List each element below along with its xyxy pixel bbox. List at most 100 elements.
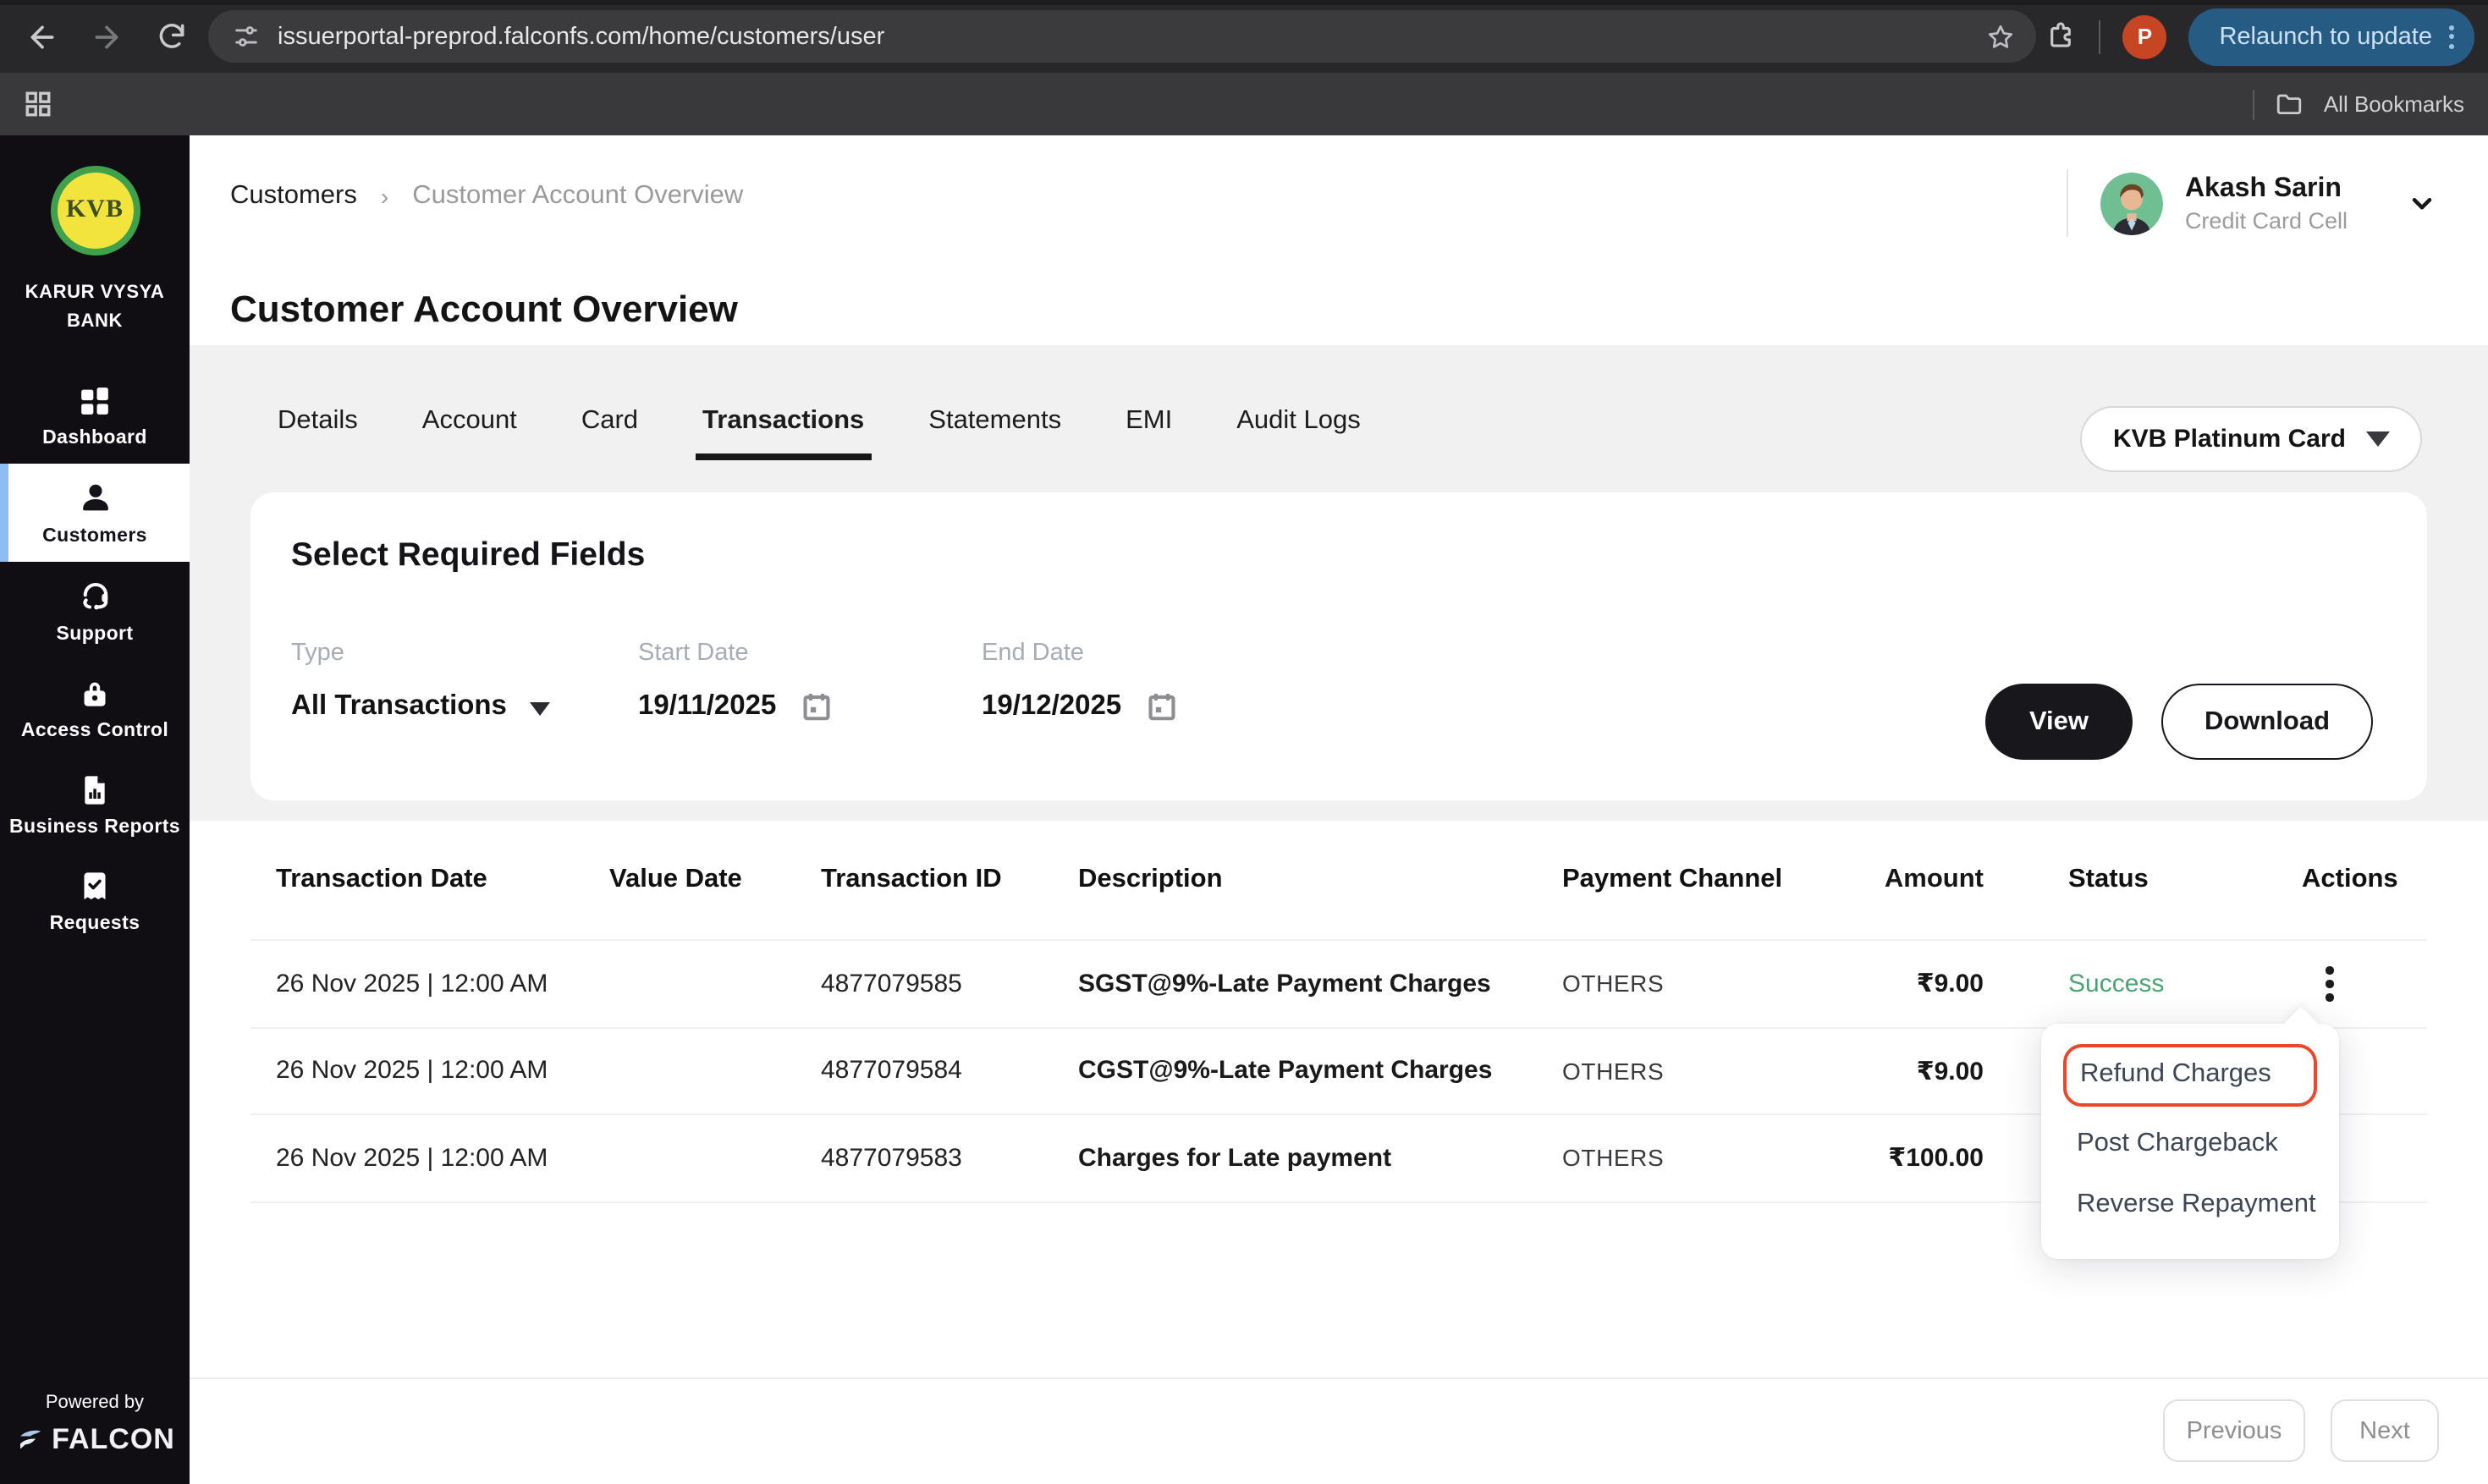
breadcrumb-chevron-icon: › (380, 183, 389, 210)
address-bar[interactable]: issuerportal-preprod.falconfs.com/home/c… (208, 10, 2036, 63)
user-menu[interactable]: Akash Sarin Credit Card Cell (2066, 169, 2437, 237)
cell-amount: ₹100.00 (1888, 1144, 1984, 1173)
main-content: Customers › Customer Account Overview Ak… (190, 135, 2488, 1484)
chrome-divider (2099, 19, 2101, 53)
filter-title: Select Required Fields (291, 536, 646, 574)
dashboard-icon (81, 387, 108, 415)
sidebar-item-customers[interactable]: Customers (0, 464, 190, 563)
bookmark-star-icon[interactable] (1985, 21, 2016, 52)
row-actions-menu: Refund Charges Post Chargeback Reverse R… (2041, 1006, 2339, 1259)
table-row: 26 Nov 2025 | 12:00 AM 4877079585 SGST@9… (250, 941, 2427, 1028)
browser-toolbar: issuerportal-preprod.falconfs.com/home/c… (0, 0, 2488, 73)
cell-payment-channel: OTHERS (1562, 970, 1665, 998)
requests-icon (84, 872, 106, 900)
download-button[interactable]: Download (2161, 684, 2373, 760)
col-amount: Amount (1884, 865, 1984, 893)
breadcrumb: Customers › Customer Account Overview (230, 181, 743, 212)
sidebar-item-label: Access Control (20, 721, 169, 742)
sidebar: KVB KARUR VYSYA BANK Dashboard Customers… (0, 135, 190, 1484)
sidebar-item-label: Support (56, 624, 134, 646)
type-label: Type (291, 640, 344, 667)
url-text: issuerportal-preprod.falconfs.com/home/c… (278, 23, 885, 50)
type-value: All Transactions (291, 690, 507, 721)
next-button[interactable]: Next (2331, 1399, 2439, 1462)
end-date-input[interactable]: 19/12/2025 (982, 690, 1325, 723)
business-reports-icon (85, 776, 105, 805)
tab-details[interactable]: Details (278, 406, 358, 435)
start-date-field: Start Date 19/11/2025 (638, 640, 982, 723)
col-transaction-date: Transaction Date (276, 865, 487, 893)
page-header: Customers › Customer Account Overview Ak… (190, 135, 2488, 345)
browser-profile-avatar[interactable]: P (2122, 14, 2167, 58)
calendar-icon[interactable] (800, 690, 832, 723)
bank-logo-initials: KVB (65, 196, 124, 223)
cell-description: Charges for Late payment (1078, 1143, 1392, 1173)
cell-transaction-id: 4877079583 (821, 1143, 962, 1173)
cell-description: SGST@9%-Late Payment Charges (1078, 969, 1491, 998)
cell-status: Success (2068, 969, 2165, 998)
tab-bar: Details Account Card Transactions Statem… (190, 345, 2488, 460)
sidebar-item-business-reports[interactable]: Business Reports (0, 756, 190, 853)
col-description: Description (1078, 865, 1223, 893)
bank-logo: KVB (50, 166, 140, 256)
bookmarks-divider (2252, 89, 2254, 119)
content-band: Details Account Card Transactions Statem… (190, 345, 2488, 821)
dropdown-arrow-icon (530, 701, 551, 715)
tab-emi[interactable]: EMI (1126, 406, 1173, 435)
all-bookmarks-label[interactable]: All Bookmarks (2323, 91, 2464, 117)
type-dropdown[interactable]: All Transactions (291, 690, 638, 723)
menu-item-post-chargeback[interactable]: Post Chargeback (2077, 1129, 2278, 1157)
reload-button[interactable] (142, 8, 200, 65)
tab-audit-logs[interactable]: Audit Logs (1236, 406, 1361, 435)
card-selector-value: KVB Platinum Card (2112, 425, 2346, 453)
cell-payment-channel: OTHERS (1562, 1144, 1665, 1172)
relaunch-label: Relaunch to update (2219, 23, 2432, 50)
sidebar-item-dashboard[interactable]: Dashboard (0, 367, 190, 464)
card-selector-dropdown[interactable]: KVB Platinum Card (2080, 406, 2422, 472)
sidebar-item-access-control[interactable]: Access Control (0, 660, 190, 756)
table-row: 26 Nov 2025 | 12:00 AM 4877079583 Charge… (250, 1115, 2427, 1202)
end-date-field: End Date 19/12/2025 (982, 640, 1325, 723)
previous-button[interactable]: Previous (2163, 1399, 2305, 1462)
sidebar-item-requests[interactable]: Requests (0, 853, 190, 949)
relaunch-button[interactable]: Relaunch to update (2188, 8, 2474, 65)
tab-statements[interactable]: Statements (928, 406, 1062, 435)
page-title: Customer Account Overview (230, 288, 738, 330)
tab-account[interactable]: Account (421, 406, 517, 435)
back-icon (30, 25, 54, 48)
powered-by-label: Powered by (45, 1393, 145, 1413)
user-name: Akash Sarin (2184, 173, 2342, 202)
dropdown-arrow-icon (2366, 431, 2390, 447)
falcon-logo-icon (19, 1430, 41, 1449)
back-button[interactable] (14, 8, 71, 65)
filter-card: Select Required Fields Type All Transact… (250, 492, 2427, 800)
forward-icon (95, 25, 118, 48)
tab-card[interactable]: Card (581, 406, 639, 435)
chevron-down-icon[interactable] (2407, 188, 2437, 218)
sidebar-item-label: Customers (42, 526, 147, 547)
extensions-icon[interactable] (2045, 20, 2077, 52)
row-actions-kebab-icon[interactable] (2319, 959, 2340, 1008)
apps-grid-icon[interactable] (24, 90, 52, 118)
tab-transactions[interactable]: Transactions (696, 406, 871, 460)
breadcrumb-customers[interactable]: Customers (230, 181, 357, 210)
cell-transaction-date: 26 Nov 2025 | 12:00 AM (276, 969, 548, 998)
cell-payment-channel: OTHERS (1562, 1057, 1665, 1085)
menu-item-refund-charges[interactable]: Refund Charges (2063, 1044, 2317, 1107)
menu-item-reverse-repayment[interactable]: Reverse Repayment (2077, 1190, 2316, 1218)
cell-amount: ₹9.00 (1916, 1057, 1984, 1086)
relaunch-menu-icon (2449, 25, 2454, 48)
start-date-value: 19/11/2025 (638, 690, 777, 721)
customers-icon (82, 484, 107, 511)
sidebar-nav: Dashboard Customers Support Access Contr… (0, 367, 190, 949)
user-role: Credit Card Cell (2184, 207, 2348, 233)
calendar-icon[interactable] (1145, 690, 1177, 723)
forward-button[interactable] (78, 8, 135, 65)
start-date-input[interactable]: 19/11/2025 (638, 690, 982, 723)
sidebar-footer: Powered by FALCON (14, 1393, 175, 1484)
falcon-brand: FALCON (52, 1423, 175, 1455)
sidebar-item-support[interactable]: Support (0, 562, 190, 660)
reload-icon (158, 24, 184, 48)
view-button[interactable]: View (1985, 684, 2133, 760)
